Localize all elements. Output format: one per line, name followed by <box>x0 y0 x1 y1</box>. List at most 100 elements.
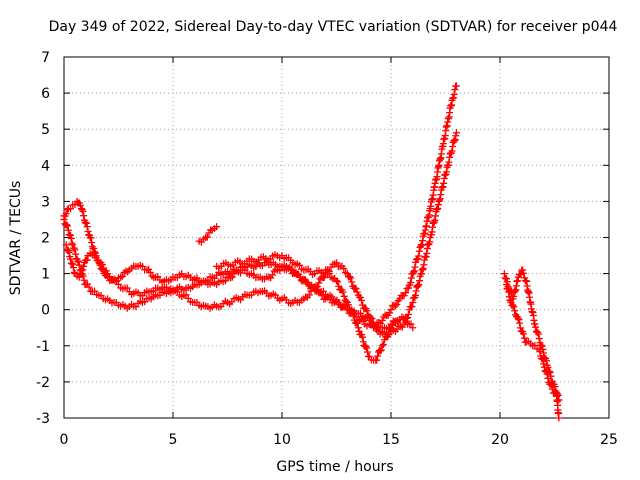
data-point <box>320 274 328 282</box>
data-point <box>390 318 398 326</box>
y-tick-label: 7 <box>41 50 50 66</box>
data-point <box>539 355 547 363</box>
data-point <box>450 90 458 98</box>
data-point <box>83 223 91 231</box>
data-point <box>75 261 83 269</box>
data-point <box>79 207 87 215</box>
data-point <box>378 317 386 325</box>
data-point <box>500 270 508 278</box>
data-point <box>353 288 361 296</box>
data-point <box>555 414 563 422</box>
data-point <box>536 347 544 355</box>
y-tick-label: -2 <box>36 375 50 391</box>
data-point <box>287 266 295 274</box>
data-point <box>80 262 88 270</box>
data-point <box>540 360 548 368</box>
data-point <box>400 314 408 322</box>
data-point <box>513 277 521 285</box>
data-point <box>344 301 352 309</box>
data-point <box>369 318 377 326</box>
data-point <box>62 241 70 249</box>
data-point <box>83 256 91 264</box>
data-point <box>305 291 313 299</box>
data-point <box>81 218 89 226</box>
data-point <box>516 324 524 332</box>
data-point <box>552 389 560 397</box>
data-point <box>452 129 460 137</box>
data-point <box>415 281 423 289</box>
data-point <box>340 264 348 272</box>
data-point <box>452 82 460 90</box>
data-point <box>389 322 397 330</box>
data-point <box>511 307 519 315</box>
data-point <box>71 246 79 254</box>
data-point <box>84 228 92 235</box>
data-point <box>391 302 399 310</box>
data-point <box>67 234 75 242</box>
series-track-4 <box>213 251 402 364</box>
data-point <box>411 291 419 299</box>
data-point <box>80 212 88 220</box>
data-point <box>333 277 340 285</box>
data-point <box>416 277 424 285</box>
data-point <box>540 363 548 371</box>
data-point <box>386 325 394 333</box>
data-point <box>334 278 342 286</box>
data-point <box>362 342 370 350</box>
y-tick-label: 4 <box>41 158 50 174</box>
data-point <box>510 303 518 311</box>
data-point <box>352 285 360 293</box>
data-point <box>359 301 367 309</box>
data-point <box>367 313 375 321</box>
data-point <box>410 267 418 275</box>
data-point <box>348 278 356 286</box>
data-point <box>72 250 80 258</box>
x-axis-label: GPS time / hours <box>276 459 393 475</box>
data-point <box>373 356 381 364</box>
data-point <box>60 215 68 223</box>
data-point <box>348 308 356 316</box>
data-point <box>386 309 394 317</box>
data-point <box>516 319 524 327</box>
data-point <box>358 296 366 304</box>
data-point <box>543 370 551 378</box>
y-tick-label: 6 <box>41 86 50 102</box>
y-tick-label: 3 <box>41 194 50 210</box>
data-point <box>537 341 545 349</box>
series-track-2 <box>60 129 460 339</box>
y-tick-label: -1 <box>36 339 50 355</box>
data-point <box>90 245 98 253</box>
x-tick-label: 20 <box>491 432 509 448</box>
data-point <box>531 341 539 349</box>
data-point <box>79 272 87 280</box>
data-point <box>295 261 303 269</box>
x-tick-label: 25 <box>600 432 618 448</box>
data-point <box>79 266 87 274</box>
data-point <box>76 270 84 278</box>
data-point <box>146 268 154 276</box>
data-point <box>88 238 96 246</box>
data-point <box>359 338 367 346</box>
data-point <box>376 347 384 355</box>
data-point <box>318 292 326 300</box>
series-track-5 <box>195 223 221 246</box>
data-point <box>85 283 93 291</box>
data-point <box>532 323 540 331</box>
data-point <box>123 284 131 292</box>
data-point <box>520 269 528 277</box>
data-point <box>87 234 95 242</box>
data-point <box>409 324 417 332</box>
data-point <box>415 247 423 255</box>
data-point <box>377 346 385 354</box>
data-point <box>509 301 517 309</box>
data-point <box>407 274 415 282</box>
data-point <box>547 380 555 388</box>
data-point <box>69 241 77 249</box>
data-point <box>69 264 77 272</box>
data-point <box>182 291 190 299</box>
data-point <box>335 282 343 290</box>
data-point <box>520 330 528 338</box>
data-point <box>407 279 415 287</box>
data-point <box>63 222 71 230</box>
data-point <box>415 252 423 260</box>
